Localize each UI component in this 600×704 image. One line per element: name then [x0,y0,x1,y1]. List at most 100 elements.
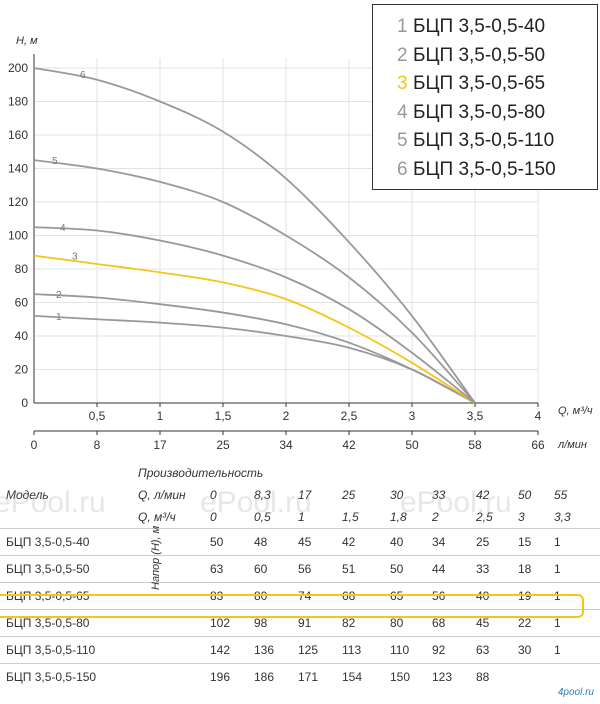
x2-tick-label: 8 [94,438,101,452]
legend-label: БЦП 3,5-0,5-150 [413,158,556,180]
y-tick-label: 160 [8,128,28,142]
x2-tick-label: 0 [31,438,38,452]
legend-item: 6 БЦП 3,5-0,5-150 [397,156,597,185]
head-value: 22 [514,609,550,637]
head-value: 136 [250,636,294,664]
x-tick-label: 2,5 [341,409,358,423]
head-value: 63 [206,555,250,583]
head-value: 50 [206,528,250,556]
series-label-1: 1 [56,312,62,323]
head-column [138,609,206,637]
legend-label: БЦП 3,5-0,5-80 [413,101,546,123]
table-row: БЦП 3,5-0,5-40 50 48 45 42 40 34 25 15 1 [0,528,600,556]
series-line-4 [33,226,476,404]
head-value: 1 [550,636,600,664]
model-header: Модель [6,488,49,502]
series-label-6: 6 [80,70,86,81]
series-label-3: 3 [72,252,78,263]
series-label-2: 2 [56,290,62,301]
chart-legend: 1 БЦП 3,5-0,5-40 2 БЦП 3,5-0,5-50 3 БЦП 3,5-0… [372,4,598,190]
head-value: 25 [472,528,514,556]
table-caption: Производительность [138,466,264,480]
head-value: 110 [386,636,428,664]
head-value: 68 [338,582,386,610]
head-value: 125 [294,636,338,664]
model-name: БЦП 3,5-0,5-110 [0,636,138,664]
head-value: 196 [206,663,250,690]
y-tick-label: 0 [21,396,28,410]
x2-tick-label: 34 [279,438,293,452]
y-axis-label: H, м [16,35,38,47]
head-axis-label: Напор (H), м [150,525,162,590]
series-line-6 [33,67,476,404]
head-value: 1 [550,582,600,610]
head-value: 154 [338,663,386,690]
table-row: БЦП 3,5-0,5-65 83 80 74 68 65 56 40 19 1 [0,582,600,610]
head-value: 44 [428,555,472,583]
head-value: 171 [294,663,338,690]
q-m3h-value: 3 [518,510,525,524]
legend-number: 1 [397,16,408,37]
legend-number: 5 [397,130,408,151]
x2-tick-label: 42 [342,438,356,452]
x-tick-label: 1 [157,409,164,423]
q-lmin-value: 0 [210,488,217,502]
y-tick-label: 120 [8,195,28,209]
x-axis-label: Q, м³/ч [558,405,593,417]
q-m3h-value: 0 [210,510,217,524]
head-value: 82 [338,609,386,637]
q-m3h-value: 3,3 [554,510,571,524]
head-value: 34 [428,528,472,556]
x2-tick-label: 25 [216,438,230,452]
x2-tick-label: 66 [531,438,545,452]
table-header-row: Модель Q, л/мин 0 8,3 17 25 30 33 42 50 55 [0,484,600,506]
x2-tick-label: 58 [468,438,482,452]
head-value: 40 [472,582,514,610]
head-value: 88 [472,663,514,690]
legend-number: 3 [397,73,408,94]
model-name: БЦП 3,5-0,5-65 [0,582,138,610]
head-column [138,582,206,610]
x-tick-label: 0,5 [89,409,106,423]
legend-item: 5 БЦП 3,5-0,5-110 [397,127,597,156]
head-value: 33 [472,555,514,583]
head-column [138,555,206,583]
head-value: 113 [338,636,386,664]
table-row: БЦП 3,5-0,5-150 196 186 171 154 150 123 88 [0,663,600,690]
table-corner [0,462,138,484]
chart-axes [33,54,539,435]
x2-tick-label: 17 [153,438,167,452]
q-lmin-value: 30 [390,488,404,502]
q-lmin-value: 55 [554,488,568,502]
legend-item: 4 БЦП 3,5-0,5-80 [397,99,597,128]
legend-item: 2 БЦП 3,5-0,5-50 [397,42,597,71]
y-tick-label: 60 [15,296,29,310]
head-value: 15 [514,528,550,556]
q-m3h-value: 1,8 [390,510,407,524]
q-m3h-value: 0,5 [254,510,271,524]
head-value: 80 [386,609,428,637]
chart-series: 1 2 3 4 5 6 [33,67,476,404]
legend-number: 2 [397,44,408,66]
x-tick-label: 4 [535,409,542,423]
table-blank [0,506,138,529]
x-tick-label: 2 [283,409,290,423]
head-value: 48 [250,528,294,556]
q-m3h-value: 1 [298,510,305,524]
head-value: 91 [294,609,338,637]
y-tick-label: 200 [8,61,28,75]
head-column [138,528,206,556]
head-value: 1 [550,609,600,637]
legend-number: 4 [397,101,408,123]
legend-number: 6 [397,158,408,180]
head-value: 102 [206,609,250,637]
y-tick-label: 40 [15,329,29,343]
y-tick-label: 80 [15,262,29,276]
head-value: 56 [428,582,472,610]
performance-table-grid: Производительность Модель Q, л/мин 0 8,3 17 25… [0,462,600,690]
head-value: 45 [472,609,514,637]
performance-table: Производительность Модель Q, л/мин 0 8,3 17 25… [0,462,600,704]
q-lmin-value: 50 [518,488,532,502]
